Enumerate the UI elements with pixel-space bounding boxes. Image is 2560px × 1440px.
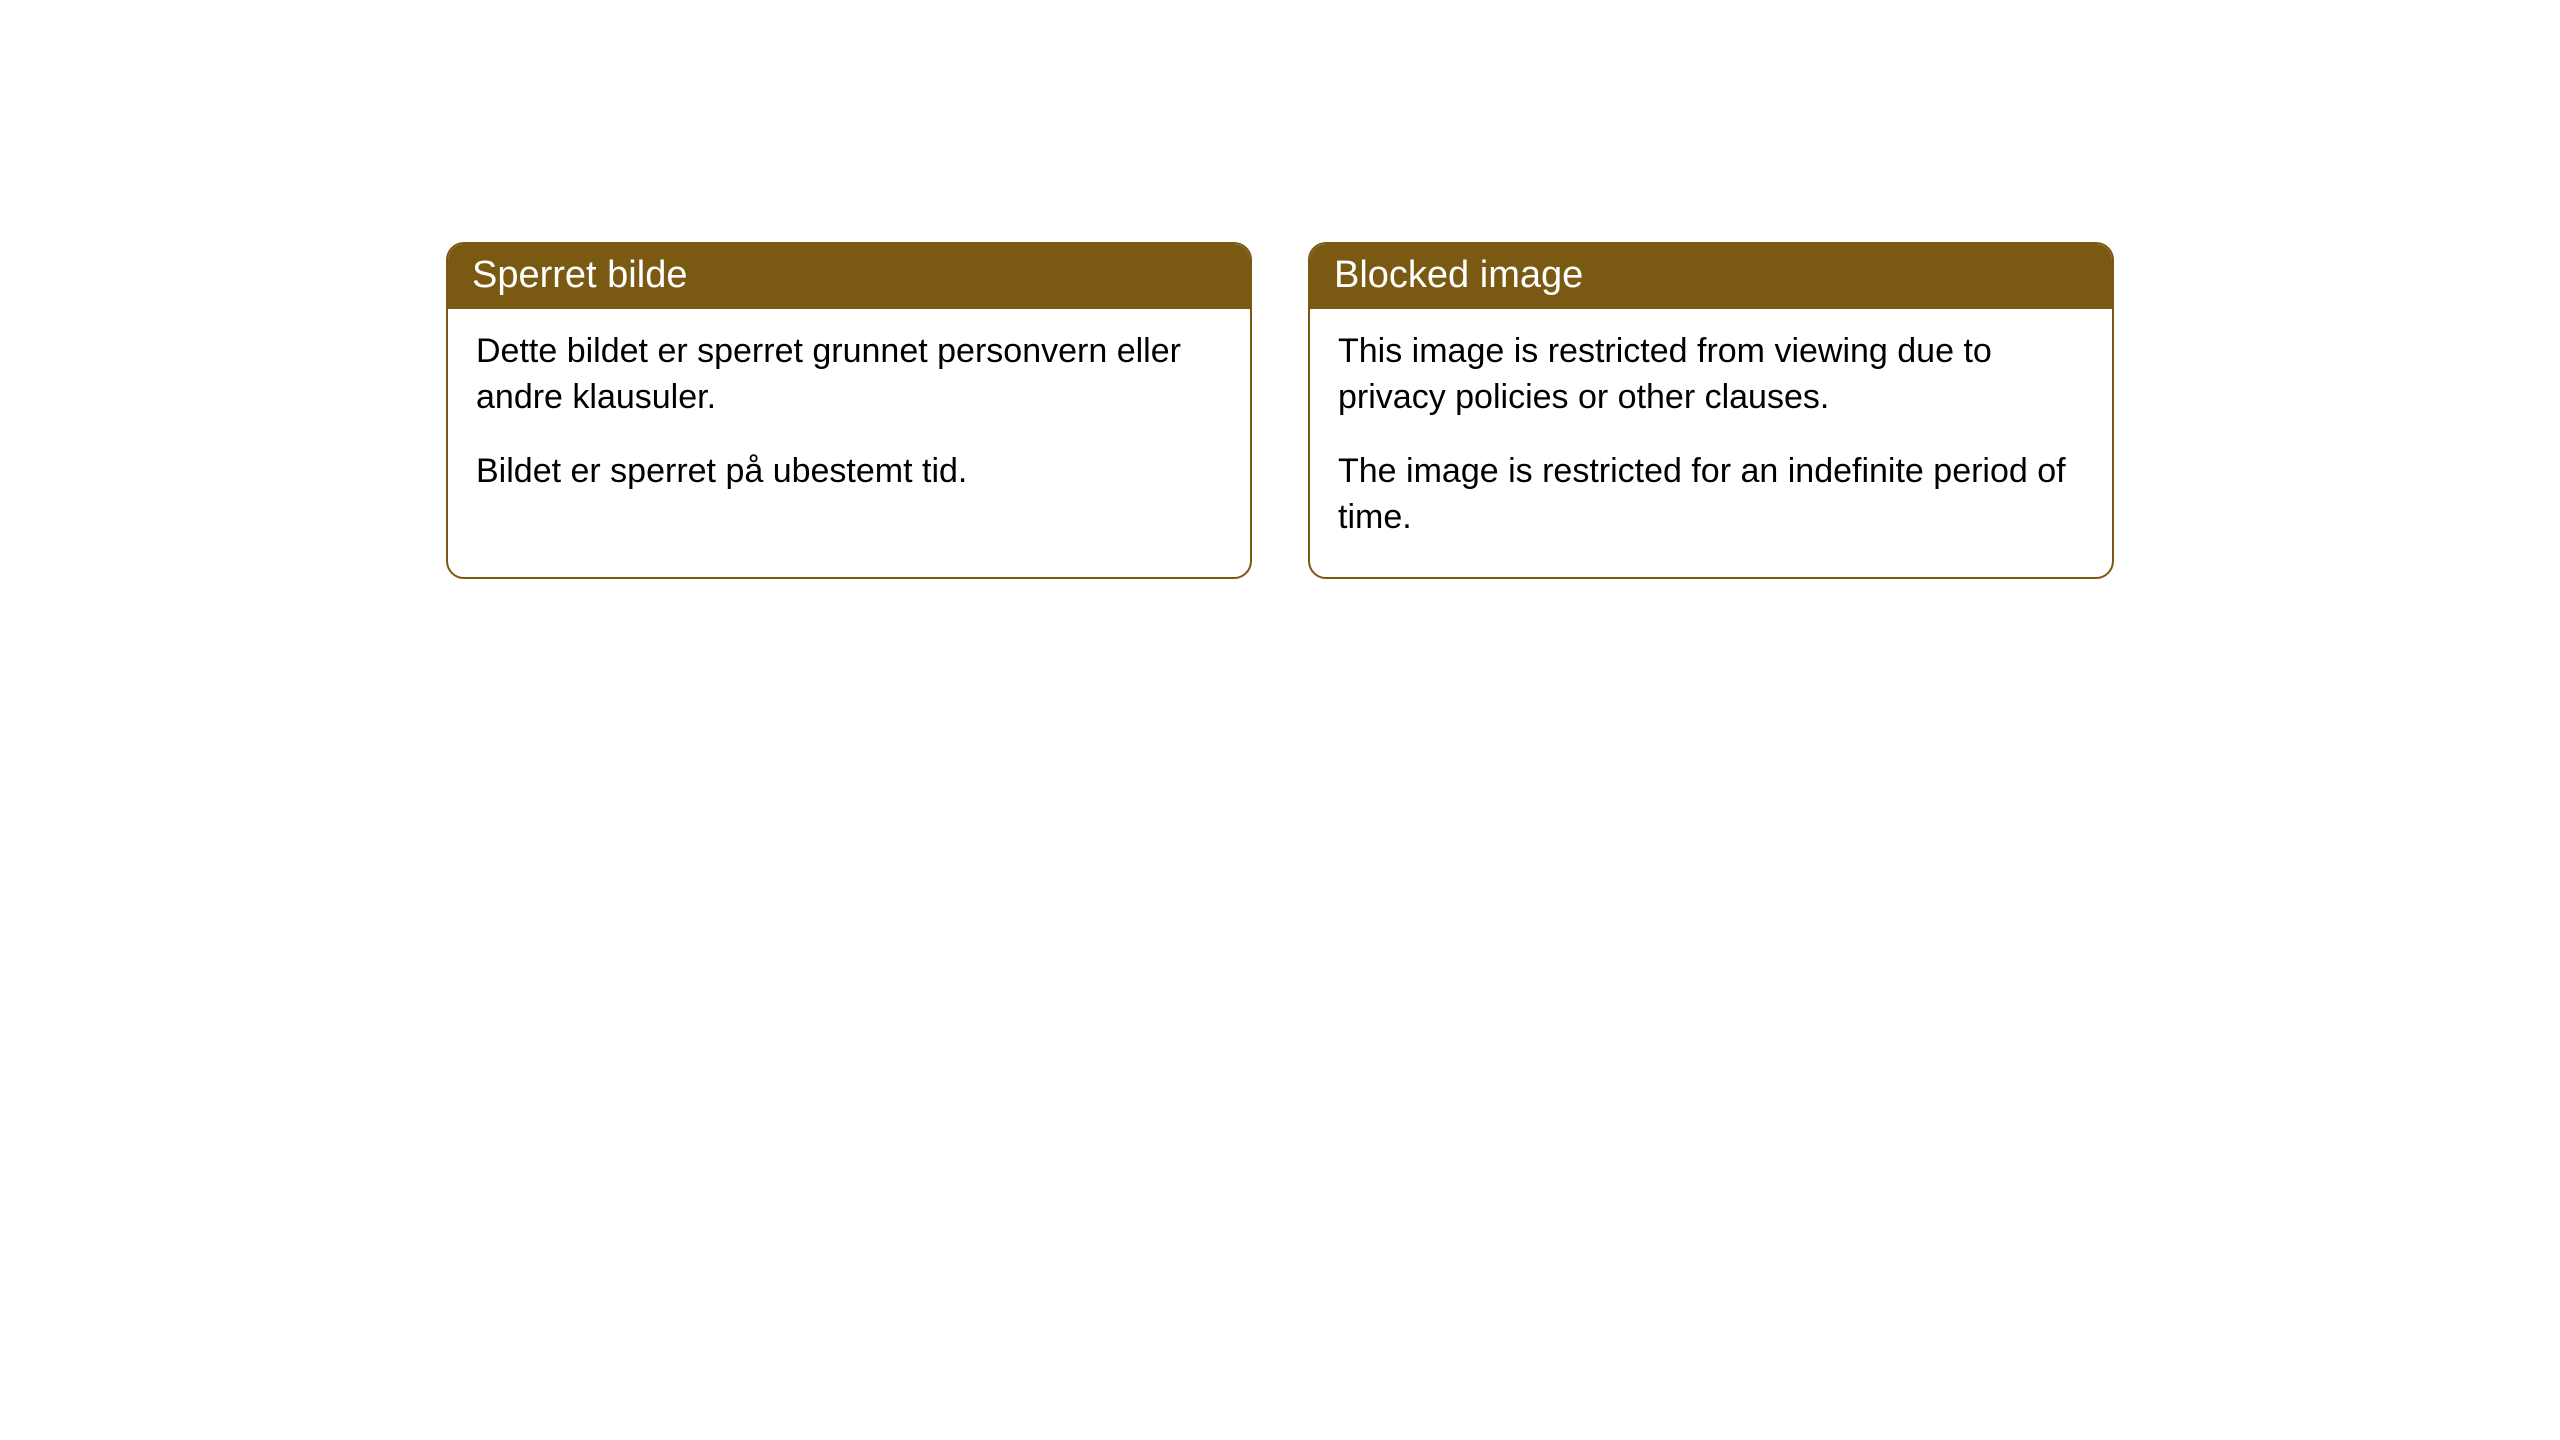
card-title: Sperret bilde <box>472 254 687 296</box>
notice-cards-container: Sperret bilde Dette bildet er sperret gr… <box>446 242 2114 579</box>
card-paragraph-1: This image is restricted from viewing du… <box>1338 329 2084 421</box>
notice-card-norwegian: Sperret bilde Dette bildet er sperret gr… <box>446 242 1252 579</box>
card-paragraph-1: Dette bildet er sperret grunnet personve… <box>476 329 1222 421</box>
card-paragraph-2: Bildet er sperret på ubestemt tid. <box>476 449 1222 495</box>
card-header-english: Blocked image <box>1310 244 2112 309</box>
notice-card-english: Blocked image This image is restricted f… <box>1308 242 2114 579</box>
card-header-norwegian: Sperret bilde <box>448 244 1250 309</box>
card-paragraph-2: The image is restricted for an indefinit… <box>1338 449 2084 541</box>
card-body-english: This image is restricted from viewing du… <box>1310 309 2112 577</box>
card-body-norwegian: Dette bildet er sperret grunnet personve… <box>448 309 1250 531</box>
card-title: Blocked image <box>1334 254 1583 296</box>
